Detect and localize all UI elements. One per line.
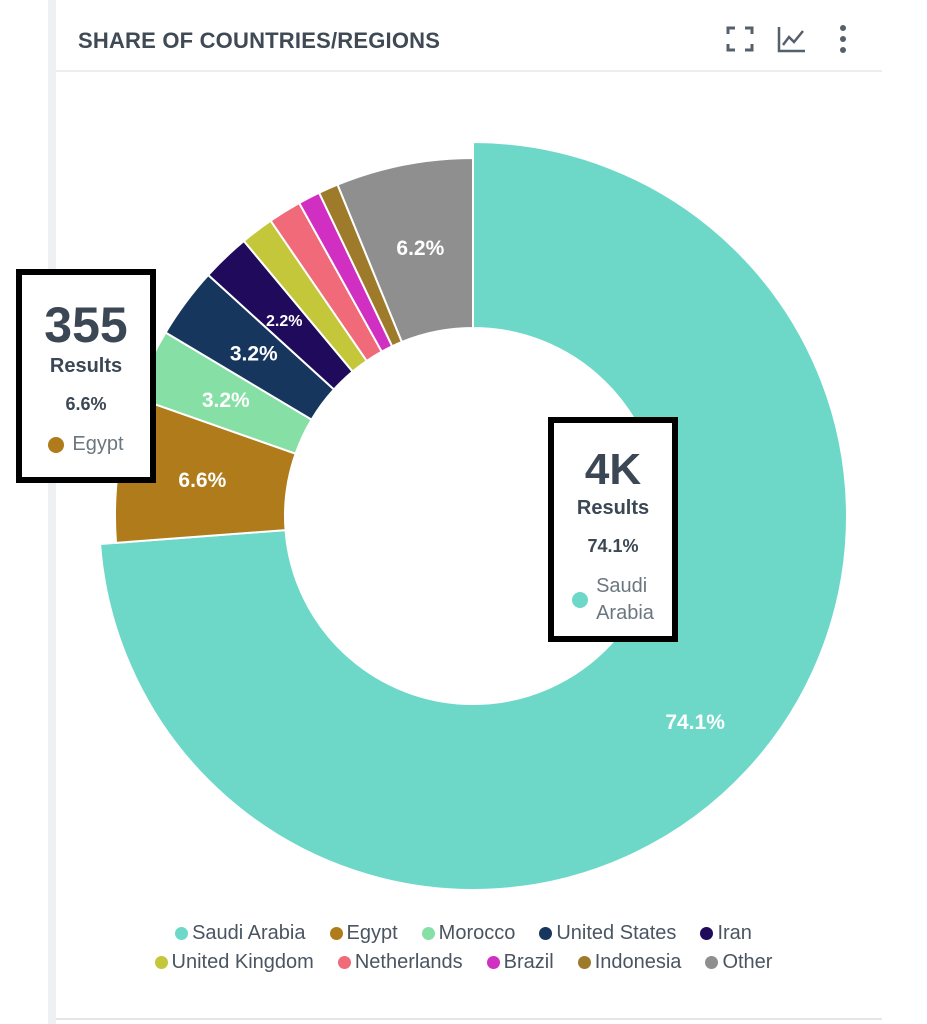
- legend-label-egypt: Egypt: [346, 922, 398, 944]
- legend-item-united-kingdom[interactable]: United Kingdom: [154, 951, 314, 974]
- saudi-legend: Saudi Arabia: [554, 573, 672, 627]
- saudi-name: Saudi Arabia: [596, 573, 654, 627]
- egypt-legend: Egypt: [22, 433, 150, 456]
- fullscreen-icon[interactable]: [724, 22, 756, 56]
- slice-label-morocco: 3.2%: [202, 389, 250, 412]
- legend-label-iran: Iran: [717, 922, 752, 944]
- legend-dot-indonesia: [577, 956, 591, 969]
- legend-item-indonesia[interactable]: Indonesia: [577, 951, 682, 974]
- legend-label-morocco: Morocco: [438, 922, 516, 944]
- slice-label-iran: 2.2%: [266, 313, 302, 330]
- legend-item-brazil[interactable]: Brazil: [486, 951, 554, 974]
- saudi-percent: 74.1%: [587, 536, 639, 556]
- header-divider: [56, 70, 882, 72]
- legend-item-netherlands[interactable]: Netherlands: [337, 951, 463, 974]
- legend-label-saudi-arabia: Saudi Arabia: [192, 922, 306, 944]
- slice-label-saudi-arabia: 74.1%: [665, 711, 725, 734]
- saudi-results-label: Results: [576, 497, 650, 519]
- slice-label-egypt: 6.6%: [178, 469, 226, 492]
- legend-row-2: United Kingdom Netherlands Brazil Indonesia…: [0, 951, 927, 974]
- legend-item-iran[interactable]: Iran: [700, 922, 752, 945]
- egypt-color-dot: [48, 436, 65, 453]
- line-chart-icon[interactable]: [776, 22, 808, 56]
- slice-other[interactable]: [336, 156, 474, 344]
- egypt-percent: 6.6%: [65, 394, 107, 414]
- legend-dot-other: [705, 956, 719, 969]
- saudi-name-line-1: Saudi: [596, 575, 648, 597]
- legend-dot-brazil: [486, 956, 500, 969]
- slice-label-other: 6.2%: [396, 237, 444, 260]
- saudi-color-dot: [572, 592, 589, 608]
- saudi-count: 4K: [584, 445, 642, 494]
- egypt-tooltip: 355 Results 6.6% Egypt: [16, 269, 156, 483]
- legend-dot-saudi-arabia: [175, 927, 189, 940]
- legend-item-egypt[interactable]: Egypt: [329, 922, 398, 945]
- legend-item-saudi-arabia[interactable]: Saudi Arabia: [175, 922, 306, 945]
- legend-dot-netherlands: [337, 956, 351, 969]
- legend-item-other[interactable]: Other: [705, 951, 772, 974]
- saudi-name-line-2: Arabia: [596, 602, 654, 624]
- legend-label-netherlands: Netherlands: [354, 951, 463, 973]
- legend-label-indonesia: Indonesia: [594, 951, 682, 973]
- egypt-name: Egypt: [72, 433, 124, 455]
- legend-dot-united-kingdom: [154, 956, 168, 969]
- legend-dot-morocco: [421, 927, 435, 940]
- legend-dot-iran: [700, 927, 714, 940]
- card-title: SHARE OF COUNTRIES/REGIONS: [78, 28, 441, 53]
- legend-dot-united-states: [539, 927, 553, 940]
- legend-label-brazil: Brazil: [503, 951, 554, 973]
- legend-label-united-kingdom: United Kingdom: [171, 951, 314, 973]
- egypt-results-label: Results: [49, 355, 123, 377]
- slice-label-united-states: 3.2%: [230, 342, 278, 365]
- legend-row-1: Saudi Arabia Egypt Morocco United States Ira…: [0, 922, 927, 945]
- panel-left-border: [48, 0, 56, 1024]
- legend-label-other: Other: [722, 951, 773, 973]
- more-vertical-icon[interactable]: [828, 22, 860, 56]
- legend-dot-egypt: [329, 927, 343, 940]
- saudi-arabia-tooltip: 4K Results 74.1% Saudi Arabia: [548, 417, 678, 642]
- legend-item-united-states[interactable]: United States: [539, 922, 676, 945]
- legend-label-united-states: United States: [556, 922, 677, 944]
- egypt-count: 355: [44, 297, 128, 353]
- legend-item-morocco[interactable]: Morocco: [421, 922, 516, 945]
